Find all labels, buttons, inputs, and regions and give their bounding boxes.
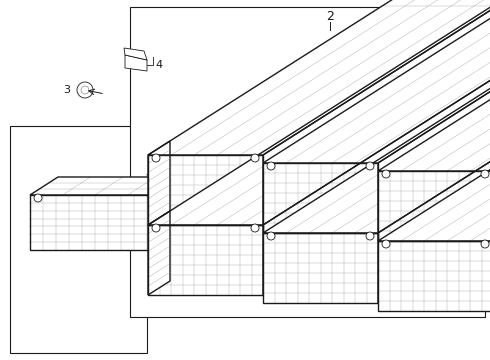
Polygon shape: [378, 241, 490, 311]
Circle shape: [148, 194, 156, 202]
Polygon shape: [378, 0, 490, 171]
Polygon shape: [148, 141, 170, 225]
Text: 2: 2: [326, 9, 334, 23]
Polygon shape: [125, 55, 147, 71]
Polygon shape: [148, 155, 263, 225]
Polygon shape: [124, 48, 147, 60]
Polygon shape: [229, 114, 248, 124]
Bar: [130, 7, 485, 317]
Circle shape: [267, 162, 275, 170]
Polygon shape: [263, 0, 490, 233]
Circle shape: [481, 240, 489, 248]
Polygon shape: [263, 0, 490, 163]
Circle shape: [152, 154, 160, 162]
Polygon shape: [30, 177, 188, 195]
Circle shape: [251, 224, 259, 232]
Circle shape: [152, 224, 160, 232]
Text: 4: 4: [155, 60, 162, 70]
Polygon shape: [160, 177, 188, 250]
Text: 4: 4: [258, 113, 266, 126]
Polygon shape: [263, 0, 490, 295]
Polygon shape: [30, 195, 160, 250]
Polygon shape: [263, 163, 378, 233]
Circle shape: [34, 194, 42, 202]
Circle shape: [251, 154, 259, 162]
Polygon shape: [378, 0, 490, 303]
Circle shape: [481, 170, 489, 178]
Circle shape: [366, 232, 374, 240]
Polygon shape: [263, 233, 378, 303]
Polygon shape: [378, 0, 490, 241]
Polygon shape: [378, 171, 490, 241]
Polygon shape: [263, 0, 490, 225]
Polygon shape: [148, 0, 490, 225]
Text: 3: 3: [171, 141, 178, 154]
Circle shape: [366, 162, 374, 170]
Polygon shape: [148, 211, 170, 295]
Circle shape: [382, 240, 390, 248]
Circle shape: [382, 170, 390, 178]
Circle shape: [267, 232, 275, 240]
Polygon shape: [148, 0, 490, 155]
Text: 1: 1: [198, 126, 206, 140]
Polygon shape: [378, 0, 490, 233]
Polygon shape: [148, 225, 263, 295]
Bar: [10, 126, 147, 353]
Text: 3: 3: [63, 85, 70, 95]
Polygon shape: [230, 120, 248, 134]
